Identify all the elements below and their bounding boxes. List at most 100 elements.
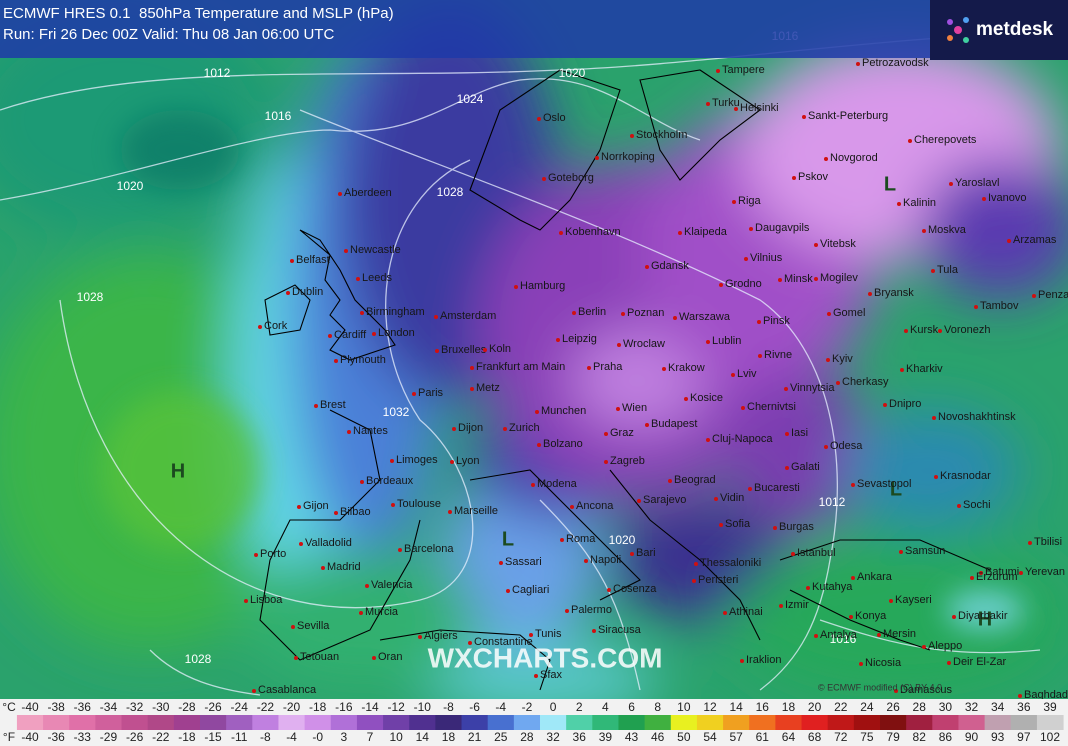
- city-dot: [297, 505, 301, 509]
- temperature-field: [0, 0, 1068, 720]
- city-dot: [868, 292, 872, 296]
- city-label: Frankfurt am Main: [476, 361, 565, 373]
- city-dot: [514, 285, 518, 289]
- city-label: Ivanovo: [988, 192, 1027, 204]
- city-dot: [630, 134, 634, 138]
- color-swatch: [644, 715, 672, 730]
- city-dot: [617, 343, 621, 347]
- city-label: Pinsk: [763, 315, 790, 327]
- city-dot: [1007, 239, 1011, 243]
- city-label: Sarajevo: [643, 494, 686, 506]
- color-scale: -40 -38 -36 -34 -32 -30 -28 -26 -24 -22 -20 -18 -16-…: [16, 700, 1064, 744]
- celsius-label: 16: [756, 700, 770, 714]
- city-label: Budapest: [651, 418, 697, 430]
- celsius-label: 8: [654, 700, 661, 714]
- color-swatch: [801, 715, 829, 730]
- city-dot: [931, 269, 935, 273]
- fahrenheit-label: -40: [21, 730, 39, 744]
- city-dot: [692, 579, 696, 583]
- fahrenheit-label: 93: [991, 730, 1005, 744]
- color-swatch: [1036, 715, 1064, 730]
- city-label: Casablanca: [258, 684, 317, 696]
- color-swatch: [226, 715, 253, 730]
- celsius-label: -16: [335, 700, 353, 714]
- city-dot: [706, 102, 710, 106]
- city-label: Tbilisi: [1034, 536, 1062, 548]
- city-label: Goteborg: [548, 172, 594, 184]
- city-label: Amsterdam: [440, 310, 496, 322]
- color-swatch: [984, 715, 1012, 730]
- city-label: Palermo: [571, 604, 612, 616]
- city-label: Voronezh: [944, 324, 990, 336]
- color-swatch: [69, 715, 96, 730]
- city-label: Vinnytsia: [790, 382, 835, 394]
- fahrenheit-label: -26: [126, 730, 144, 744]
- city-label: Bari: [636, 547, 656, 559]
- city-label: Yaroslavl: [955, 177, 999, 189]
- city-dot: [535, 410, 539, 414]
- city-dot: [802, 115, 806, 119]
- celsius-label: -36: [74, 700, 92, 714]
- fahrenheit-label: 18: [442, 730, 456, 744]
- city-dot: [434, 315, 438, 319]
- city-dot: [645, 265, 649, 269]
- city-label: Moskva: [928, 224, 967, 236]
- city-label: Tampere: [722, 64, 765, 76]
- city-dot: [537, 117, 541, 121]
- celsius-label: -10: [414, 700, 432, 714]
- isobar-label: 1028: [185, 652, 212, 666]
- city-label: Iasi: [791, 427, 808, 439]
- city-dot: [779, 604, 783, 608]
- city-dot: [542, 177, 546, 181]
- city-dot: [784, 387, 788, 391]
- city-label: Roma: [566, 533, 596, 545]
- fahrenheit-label: 86: [939, 730, 953, 744]
- city-dot: [294, 656, 298, 660]
- city-label: Athinai: [729, 606, 763, 618]
- color-swatch: [618, 715, 646, 730]
- city-dot: [506, 589, 510, 593]
- city-dot: [452, 427, 456, 431]
- color-swatch: [880, 715, 907, 730]
- celsius-label: -26: [204, 700, 222, 714]
- city-label: Kalinin: [903, 197, 936, 209]
- fahrenheit-label: 97: [1017, 730, 1031, 744]
- city-label: Diyarbakir: [958, 610, 1008, 622]
- color-swatch: [592, 715, 619, 730]
- city-dot: [321, 566, 325, 570]
- city-dot: [908, 139, 912, 143]
- city-dot: [299, 542, 303, 546]
- pressure-system: H: [978, 608, 992, 630]
- city-dot: [883, 403, 887, 407]
- pressure-system: H: [171, 460, 185, 482]
- celsius-label: 6: [628, 700, 635, 714]
- city-dot: [970, 576, 974, 580]
- city-dot: [470, 387, 474, 391]
- city-label: Petrozavodsk: [862, 57, 929, 69]
- celsius-label: 36: [1017, 700, 1031, 714]
- city-dot: [859, 662, 863, 666]
- city-dot: [947, 661, 951, 665]
- city-dot: [851, 483, 855, 487]
- city-dot: [560, 538, 564, 542]
- fahrenheit-label: 10: [389, 730, 403, 744]
- city-dot: [592, 629, 596, 633]
- city-dot: [334, 511, 338, 515]
- watermark: WXCHARTS.COM: [428, 642, 663, 673]
- city-dot: [529, 633, 533, 637]
- color-swatch: [43, 715, 70, 730]
- color-swatch: [827, 715, 855, 730]
- fahrenheit-label: 64: [782, 730, 796, 744]
- fahrenheit-label: -33: [74, 730, 92, 744]
- city-dot: [894, 689, 898, 693]
- city-dot: [254, 553, 258, 557]
- celsius-label: -34: [100, 700, 118, 714]
- city-label: Sevilla: [297, 620, 330, 632]
- city-dot: [714, 497, 718, 501]
- city-dot: [827, 312, 831, 316]
- city-dot: [856, 62, 860, 66]
- celsius-label: -12: [387, 700, 405, 714]
- city-label: Istanbul: [797, 547, 836, 559]
- city-label: Tetouan: [300, 651, 339, 663]
- fahrenheit-label: -29: [100, 730, 118, 744]
